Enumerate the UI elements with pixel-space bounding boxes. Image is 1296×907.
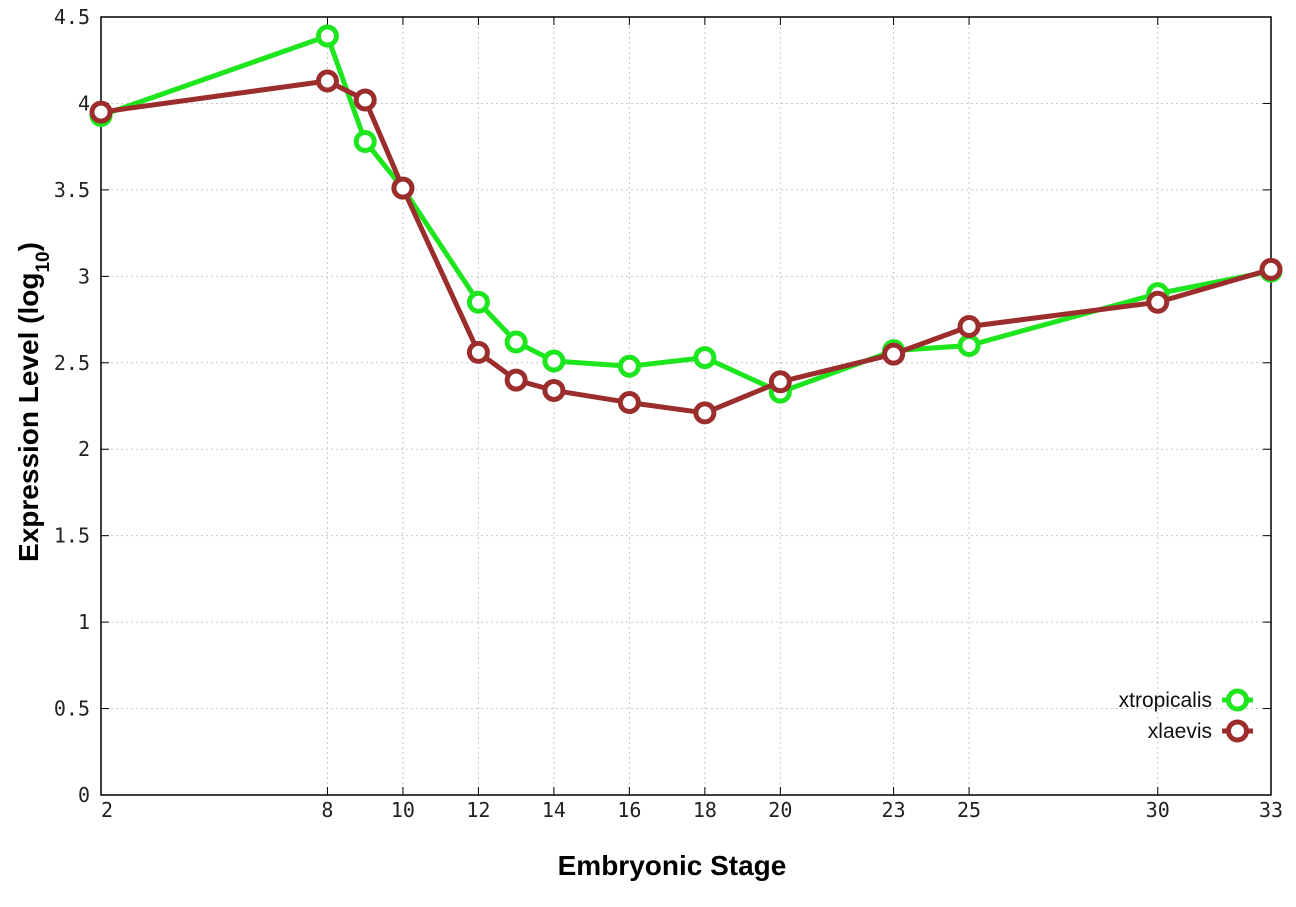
x-tick-label: 2 <box>101 798 113 822</box>
data-point-xlaevis <box>957 314 981 338</box>
y-axis-title: Expression Level (log10) <box>13 242 54 562</box>
y-tick-label: 0.5 <box>54 697 90 721</box>
legend-label-xlaevis: xlaevis <box>1148 720 1212 743</box>
legend: xtropicalis xlaevis <box>1119 688 1253 743</box>
x-tick-label: 18 <box>693 798 717 822</box>
data-point-xtropicalis <box>957 333 981 357</box>
x-tick-label: 8 <box>321 798 333 822</box>
y-tick-label: 1.5 <box>54 524 90 548</box>
data-point-xlaevis <box>693 401 717 425</box>
x-tick-label: 23 <box>882 798 906 822</box>
x-tick-label: 16 <box>617 798 641 822</box>
data-point-xlaevis <box>1259 257 1283 281</box>
x-tick-label: 10 <box>391 798 415 822</box>
data-point-xlaevis <box>504 368 528 392</box>
x-tick-label: 33 <box>1259 798 1283 822</box>
data-point-xtropicalis <box>693 346 717 370</box>
x-tick-label: 20 <box>768 798 792 822</box>
y-tick-label: 3.5 <box>54 178 90 202</box>
data-point-xtropicalis <box>504 330 528 354</box>
data-point-xlaevis <box>768 370 792 394</box>
legend-swatch-xlaevis <box>1222 719 1253 743</box>
series-xtropicalis <box>89 24 1283 404</box>
data-point-xlaevis <box>466 340 490 364</box>
y-tick-label: 2 <box>78 437 90 461</box>
series-line-xlaevis <box>98 78 1274 416</box>
data-point-xlaevis <box>882 342 906 366</box>
data-point-xtropicalis <box>466 290 490 314</box>
data-point-xlaevis <box>89 100 113 124</box>
y-axis-title-close: ) <box>13 242 44 251</box>
y-tick-label: 4.5 <box>54 5 90 29</box>
plot-frame <box>100 16 1272 796</box>
series-xlaevis <box>89 69 1283 425</box>
y-axis-title-subscript: 10 <box>33 251 54 272</box>
legend-marker <box>1226 688 1249 712</box>
y-axis-title-main: Expression Level (log <box>13 273 44 562</box>
legend-marker <box>1226 719 1249 743</box>
data-point-xlaevis <box>617 391 641 415</box>
data-point-xtropicalis <box>315 24 339 48</box>
y-tick-label: 4 <box>78 91 90 115</box>
y-tick-label: 0 <box>78 783 90 807</box>
data-point-xlaevis <box>1146 290 1170 314</box>
legend-label-xtropicalis: xtropicalis <box>1119 689 1212 712</box>
x-tick-label: 14 <box>542 798 566 822</box>
grid-lines <box>101 17 1271 795</box>
y-tick-label: 1 <box>78 610 90 634</box>
series-layer <box>89 24 1283 425</box>
axis-ticks: 0 0.5 1 1.5 2 2.5 3 3.5 4 4.5 2 8 10 12 14 16 18 20 23 25 30… <box>54 5 1283 822</box>
data-point-xlaevis <box>542 378 566 402</box>
data-point-xlaevis <box>391 176 415 200</box>
data-point-xtropicalis <box>353 129 377 153</box>
x-tick-label: 12 <box>466 798 490 822</box>
x-axis-title: Embryonic Stage <box>558 850 787 881</box>
x-tick-label: 30 <box>1146 798 1170 822</box>
data-point-xlaevis <box>353 88 377 112</box>
data-point-xtropicalis <box>542 349 566 373</box>
data-point-xtropicalis <box>617 354 641 378</box>
legend-swatch-xtropicalis <box>1222 688 1253 712</box>
x-tick-label: 25 <box>957 798 981 822</box>
y-tick-label: 2.5 <box>54 351 90 375</box>
y-tick-label: 3 <box>78 264 90 288</box>
data-point-xlaevis <box>315 69 339 93</box>
